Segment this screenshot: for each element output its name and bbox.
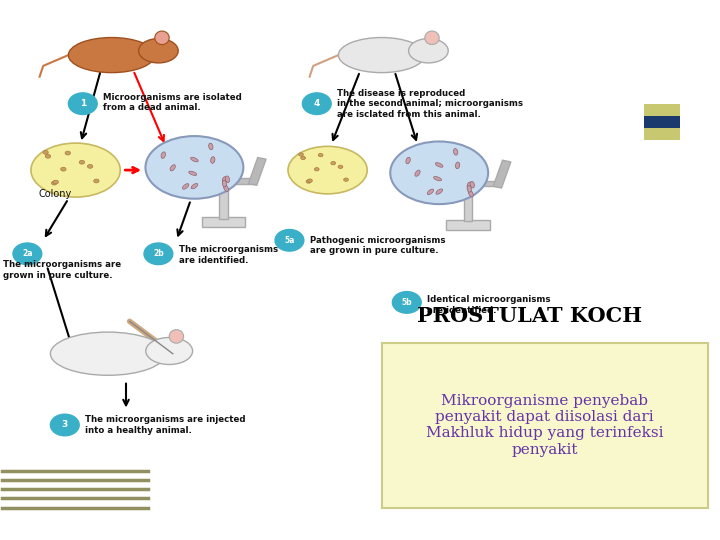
Ellipse shape bbox=[211, 157, 215, 163]
Ellipse shape bbox=[225, 176, 230, 183]
Text: Mikroorganisme penyebab
penyakit dapat diisolasi dari
Makhluk hidup yang terinfe: Mikroorganisme penyebab penyakit dapat d… bbox=[426, 394, 663, 456]
Ellipse shape bbox=[53, 180, 58, 184]
Ellipse shape bbox=[427, 189, 433, 194]
Ellipse shape bbox=[222, 180, 227, 187]
Ellipse shape bbox=[318, 153, 323, 157]
Ellipse shape bbox=[31, 143, 120, 197]
Text: Microorganisms are isolated
from a dead animal.: Microorganisms are isolated from a dead … bbox=[103, 93, 242, 112]
Ellipse shape bbox=[343, 178, 348, 181]
Bar bbox=[202, 217, 245, 227]
Circle shape bbox=[13, 243, 42, 265]
Bar bbox=[493, 160, 511, 188]
Circle shape bbox=[392, 292, 421, 313]
Ellipse shape bbox=[406, 157, 410, 164]
Ellipse shape bbox=[415, 170, 420, 176]
Text: The microorganisms are
grown in pure culture.: The microorganisms are grown in pure cul… bbox=[3, 260, 121, 280]
Bar bbox=[644, 128, 680, 140]
Ellipse shape bbox=[161, 152, 166, 158]
Text: PROSTULAT KOCH: PROSTULAT KOCH bbox=[417, 306, 642, 326]
Ellipse shape bbox=[436, 189, 443, 194]
Ellipse shape bbox=[87, 165, 93, 168]
Ellipse shape bbox=[79, 160, 84, 164]
Ellipse shape bbox=[155, 31, 169, 44]
Ellipse shape bbox=[433, 177, 441, 181]
Ellipse shape bbox=[436, 163, 443, 167]
Circle shape bbox=[50, 414, 79, 436]
Ellipse shape bbox=[45, 154, 50, 158]
FancyBboxPatch shape bbox=[382, 343, 708, 508]
Ellipse shape bbox=[60, 167, 66, 171]
Ellipse shape bbox=[454, 148, 458, 155]
Circle shape bbox=[302, 93, 331, 114]
Ellipse shape bbox=[306, 180, 311, 183]
Ellipse shape bbox=[330, 161, 336, 165]
Text: The disease is reproduced
in the second animal; microorganisms
are isclated from: The disease is reproduced in the second … bbox=[337, 89, 523, 119]
Bar bbox=[219, 170, 228, 219]
Ellipse shape bbox=[307, 179, 312, 183]
Text: 3: 3 bbox=[62, 421, 68, 429]
Ellipse shape bbox=[425, 31, 439, 44]
Text: The microorganisms are injected
into a healthy animal.: The microorganisms are injected into a h… bbox=[85, 415, 246, 435]
Bar bbox=[644, 116, 680, 128]
Text: 2b: 2b bbox=[153, 249, 163, 258]
Ellipse shape bbox=[145, 338, 193, 364]
Ellipse shape bbox=[222, 177, 227, 183]
Ellipse shape bbox=[170, 165, 175, 171]
Text: Colony: Colony bbox=[39, 190, 72, 199]
Ellipse shape bbox=[43, 151, 48, 154]
Ellipse shape bbox=[315, 167, 319, 171]
Ellipse shape bbox=[68, 37, 155, 72]
Ellipse shape bbox=[456, 162, 459, 168]
Text: 1: 1 bbox=[80, 99, 86, 108]
Ellipse shape bbox=[138, 39, 179, 63]
Ellipse shape bbox=[192, 184, 198, 189]
Ellipse shape bbox=[209, 143, 213, 150]
Ellipse shape bbox=[191, 157, 198, 162]
Ellipse shape bbox=[145, 136, 243, 199]
Text: The microorganisms
are identified.: The microorganisms are identified. bbox=[179, 245, 278, 265]
Ellipse shape bbox=[224, 185, 228, 191]
Ellipse shape bbox=[65, 151, 71, 155]
Bar bbox=[446, 220, 490, 229]
Text: 5b: 5b bbox=[402, 298, 412, 307]
Ellipse shape bbox=[299, 153, 303, 156]
Ellipse shape bbox=[301, 156, 305, 160]
Text: 4: 4 bbox=[314, 99, 320, 108]
Ellipse shape bbox=[94, 179, 99, 183]
Ellipse shape bbox=[288, 146, 367, 194]
Ellipse shape bbox=[469, 191, 473, 197]
Ellipse shape bbox=[390, 141, 488, 204]
Ellipse shape bbox=[467, 182, 472, 188]
Text: 5a: 5a bbox=[284, 236, 294, 245]
Ellipse shape bbox=[189, 171, 197, 176]
Ellipse shape bbox=[467, 186, 472, 192]
Ellipse shape bbox=[169, 329, 184, 343]
Bar bbox=[219, 178, 255, 184]
Ellipse shape bbox=[50, 332, 166, 375]
Ellipse shape bbox=[338, 37, 425, 72]
Circle shape bbox=[144, 243, 173, 265]
Circle shape bbox=[275, 230, 304, 251]
Ellipse shape bbox=[470, 181, 474, 188]
Text: Identical microorganisms
are identified.: Identical microorganisms are identified. bbox=[427, 295, 551, 315]
Text: 2a: 2a bbox=[22, 249, 32, 258]
Bar bbox=[644, 104, 680, 116]
Circle shape bbox=[68, 93, 97, 114]
Bar bbox=[248, 158, 266, 185]
Bar bbox=[464, 181, 500, 186]
Bar bbox=[464, 173, 472, 221]
Text: Pathogenic microorganisms
are grown in pure culture.: Pathogenic microorganisms are grown in p… bbox=[310, 236, 445, 255]
Ellipse shape bbox=[51, 181, 57, 185]
Ellipse shape bbox=[338, 165, 343, 168]
Ellipse shape bbox=[409, 39, 448, 63]
Ellipse shape bbox=[182, 184, 189, 189]
